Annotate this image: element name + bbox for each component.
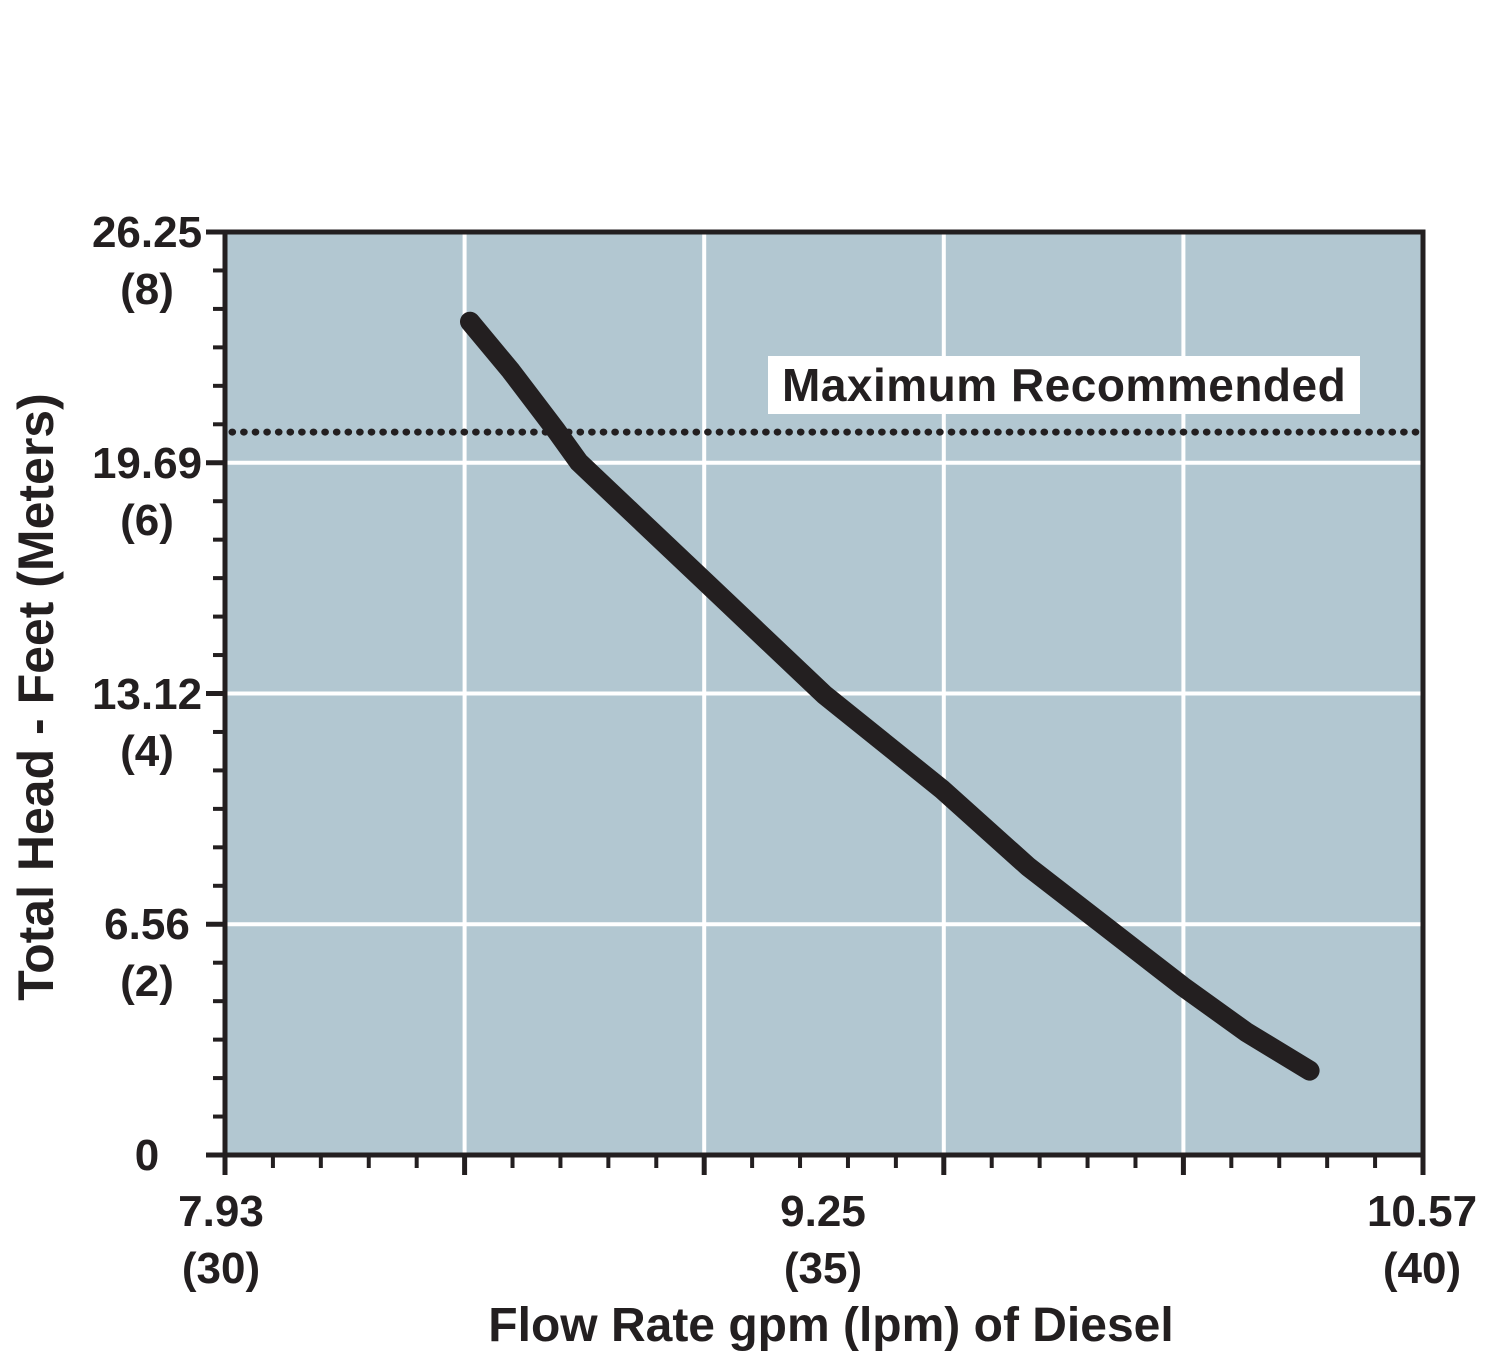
y-tick-meters: (4) (120, 727, 174, 776)
y-tick-feet: 6.56 (104, 900, 190, 949)
y-tick-19-69: 19.69 (6) (47, 435, 247, 549)
y-tick-feet: 13.12 (91, 670, 203, 719)
plot-border (222, 229, 1426, 1158)
x-axis-title: Flow Rate gpm (lpm) of Diesel (488, 1299, 1174, 1352)
x-tick-10-57: 10.57 (40) (1367, 1183, 1477, 1297)
y-tick-meters: (6) (120, 496, 174, 545)
y-tick-feet: 19.69 (91, 439, 203, 488)
x-tick-9-25: 9.25 (35) (780, 1183, 866, 1297)
x-tick-7-93: 7.93 (30) (178, 1183, 264, 1297)
y-tick-meters: (2) (120, 957, 174, 1006)
x-tick-gpm: 10.57 (1366, 1187, 1478, 1236)
y-tick-feet: 26.25 (91, 208, 203, 257)
x-tick-lpm: (40) (1382, 1244, 1462, 1293)
x-tick-lpm: (30) (181, 1244, 261, 1293)
y-tick-26-25: 26.25 (8) (47, 204, 247, 318)
x-tick-gpm: 7.93 (178, 1187, 264, 1236)
y-tick-13-12: 13.12 (4) (47, 666, 247, 780)
y-tick-meters: (8) (120, 265, 174, 314)
x-tick-gpm: 9.25 (780, 1187, 866, 1236)
max-recommended-annotation: Maximum Recommended (768, 356, 1361, 414)
pump-performance-curve (460, 311, 1320, 1081)
max-recommended-text: Maximum Recommended (782, 359, 1347, 411)
y-axis-title: Total Head - Feet (Meters) (8, 393, 64, 1001)
y-tick-6-56: 6.56 (2) (47, 896, 247, 1010)
y-tick-feet: 0 (134, 1131, 160, 1180)
y-tick-0: 0 (47, 1127, 247, 1184)
x-tick-lpm: (35) (783, 1244, 863, 1293)
